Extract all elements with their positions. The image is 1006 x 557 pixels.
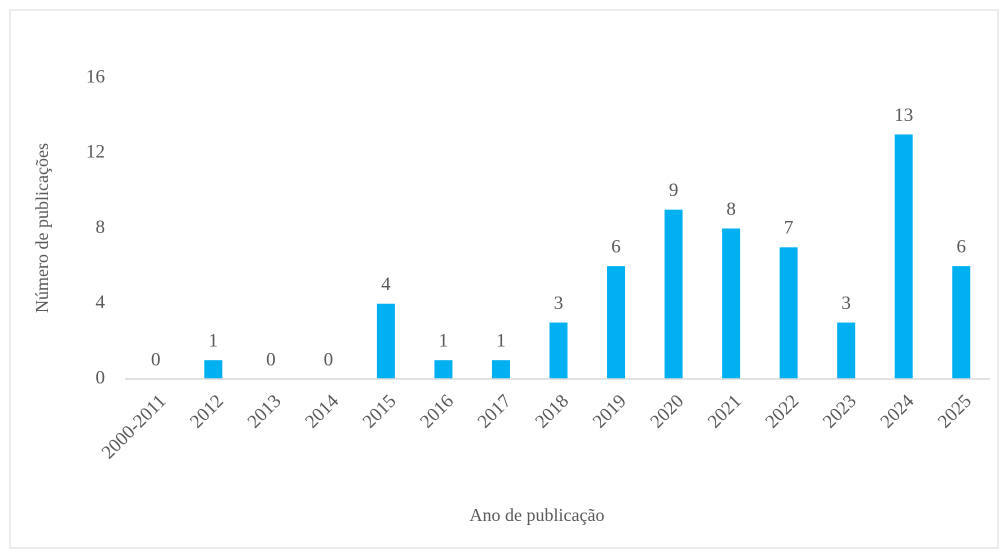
bar <box>779 247 798 379</box>
data-label: 0 <box>151 349 161 370</box>
bar <box>722 228 741 379</box>
data-label: 9 <box>669 180 679 201</box>
bar <box>664 209 683 379</box>
x-axis-title: Ano de publicação <box>470 505 605 525</box>
bar <box>607 266 626 379</box>
data-label: 0 <box>266 349 276 370</box>
data-label: 1 <box>209 331 219 352</box>
bar <box>376 303 395 379</box>
bar <box>434 360 453 379</box>
bar <box>549 322 568 379</box>
bar <box>491 360 510 379</box>
y-tick-label: 8 <box>96 217 106 238</box>
data-label: 4 <box>381 274 391 295</box>
y-axis-title: Número de publicações <box>32 143 52 313</box>
data-label: 1 <box>496 331 506 352</box>
data-label: 13 <box>894 105 913 126</box>
data-label: 6 <box>611 236 621 257</box>
data-label: 3 <box>554 293 564 314</box>
y-tick-label: 4 <box>96 292 106 313</box>
data-label: 3 <box>841 293 851 314</box>
data-label: 6 <box>956 236 966 257</box>
bar <box>894 134 913 379</box>
data-label: 1 <box>439 331 449 352</box>
y-tick-label: 16 <box>86 66 105 87</box>
data-label: 7 <box>784 218 794 239</box>
bar <box>837 322 856 379</box>
data-label: 0 <box>324 349 334 370</box>
bar <box>204 360 223 379</box>
data-label: 8 <box>726 199 736 220</box>
y-tick-label: 12 <box>86 142 105 163</box>
bar <box>952 266 971 379</box>
chart-border <box>9 9 999 549</box>
y-tick-label: 0 <box>96 367 106 388</box>
